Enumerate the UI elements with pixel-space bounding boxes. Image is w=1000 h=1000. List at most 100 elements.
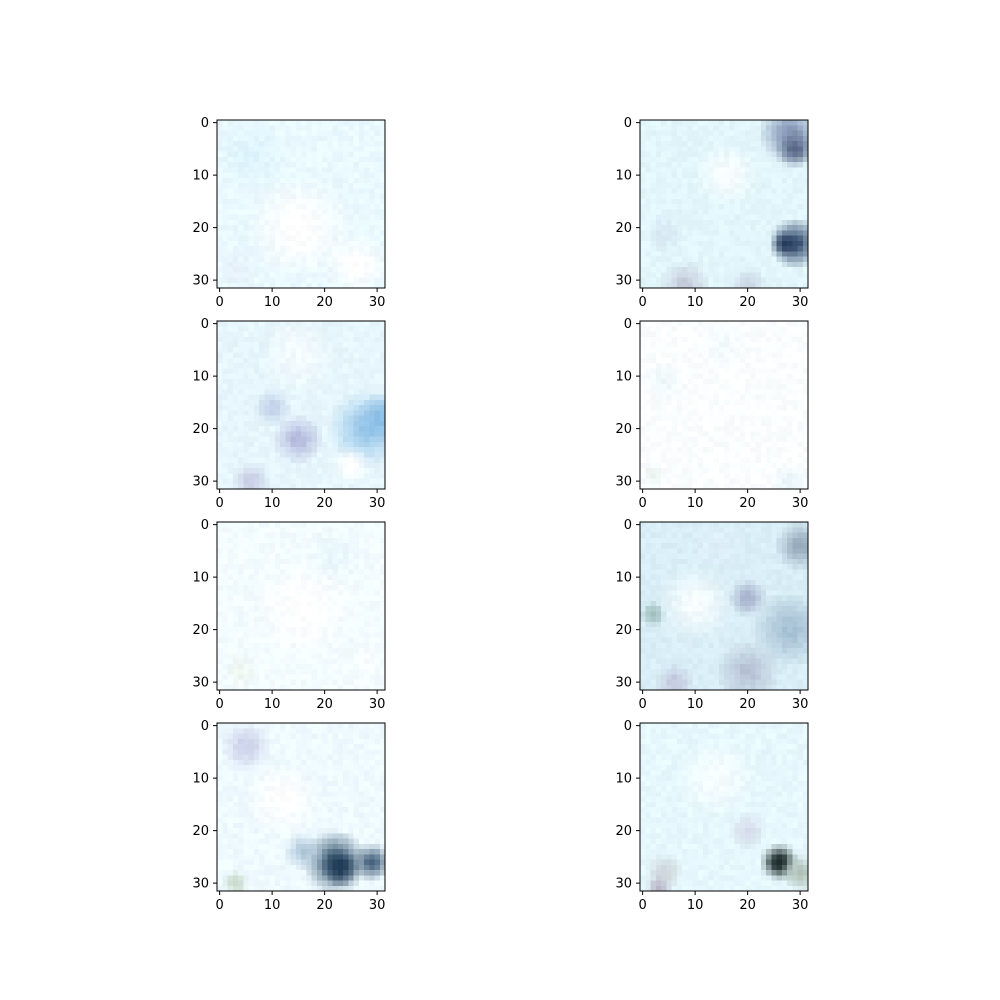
pixel bbox=[232, 543, 239, 549]
pixel bbox=[760, 326, 767, 332]
pixel bbox=[327, 193, 333, 200]
axes-frame bbox=[216, 320, 386, 490]
pixel bbox=[708, 368, 714, 374]
pixel bbox=[264, 621, 270, 628]
pixel bbox=[332, 399, 339, 406]
pixel bbox=[369, 537, 375, 544]
pixel bbox=[650, 473, 657, 479]
pixel bbox=[306, 452, 312, 458]
pixel bbox=[755, 162, 762, 168]
pixel bbox=[222, 135, 228, 142]
pixel bbox=[327, 447, 333, 453]
pixel bbox=[301, 436, 307, 443]
pixel bbox=[687, 410, 693, 416]
pixel bbox=[264, 130, 270, 137]
pixel bbox=[792, 246, 798, 252]
pixel bbox=[306, 246, 312, 252]
pixel bbox=[227, 352, 234, 359]
pixel bbox=[374, 543, 381, 549]
pixel bbox=[792, 336, 798, 343]
pixel bbox=[802, 246, 809, 252]
pixel bbox=[358, 130, 365, 137]
pixel bbox=[771, 267, 777, 273]
pixel bbox=[222, 532, 228, 539]
pixel bbox=[348, 410, 354, 416]
pixel bbox=[671, 225, 678, 231]
pixel bbox=[353, 426, 360, 432]
pixel bbox=[327, 198, 333, 205]
pixel bbox=[248, 193, 255, 200]
pixel bbox=[787, 389, 793, 395]
pixel bbox=[640, 120, 646, 126]
pixel bbox=[348, 522, 354, 528]
pixel bbox=[739, 162, 746, 168]
pixel bbox=[301, 415, 307, 422]
pixel bbox=[248, 462, 255, 469]
pixel bbox=[343, 230, 349, 236]
pixel bbox=[713, 363, 720, 369]
pixel bbox=[650, 342, 657, 348]
pixel bbox=[645, 219, 651, 226]
pixel bbox=[217, 219, 223, 226]
pixel bbox=[227, 357, 234, 364]
pixel bbox=[776, 177, 783, 184]
pixel bbox=[248, 256, 255, 263]
pixel bbox=[253, 616, 260, 623]
pixel bbox=[280, 125, 286, 131]
pixel bbox=[343, 120, 349, 126]
pixel bbox=[745, 441, 751, 448]
pixel bbox=[682, 468, 688, 474]
pixel bbox=[248, 420, 255, 427]
pixel bbox=[792, 415, 798, 422]
pixel bbox=[301, 532, 307, 539]
pixel bbox=[343, 627, 349, 633]
pixel bbox=[358, 637, 365, 644]
pixel bbox=[369, 399, 375, 406]
pixel bbox=[369, 209, 375, 215]
pixel bbox=[645, 389, 651, 395]
pixel bbox=[322, 167, 328, 173]
pixel bbox=[232, 246, 239, 252]
pixel bbox=[776, 342, 783, 348]
pixel bbox=[232, 183, 239, 189]
pixel bbox=[750, 256, 756, 263]
pixel bbox=[650, 172, 657, 179]
pixel bbox=[295, 261, 302, 268]
pixel bbox=[227, 219, 234, 226]
pixel bbox=[766, 120, 772, 126]
pixel bbox=[264, 141, 270, 147]
pixel bbox=[802, 214, 809, 221]
pixel bbox=[238, 235, 244, 242]
pixel bbox=[766, 235, 772, 242]
pixel bbox=[332, 235, 339, 242]
pixel bbox=[295, 473, 302, 479]
pixel bbox=[640, 399, 646, 406]
pixel bbox=[264, 632, 270, 638]
pixel bbox=[687, 462, 693, 469]
pixel bbox=[374, 272, 381, 278]
pixel bbox=[264, 384, 270, 390]
pixel bbox=[285, 621, 291, 628]
pixel bbox=[232, 522, 239, 528]
pixel bbox=[327, 282, 333, 289]
pixel bbox=[259, 198, 265, 205]
pixel bbox=[792, 277, 798, 284]
y-tick-label: 0 bbox=[201, 116, 209, 131]
pixel bbox=[797, 225, 804, 231]
pixel bbox=[227, 394, 234, 401]
pixel bbox=[306, 632, 312, 638]
pixel bbox=[238, 219, 244, 226]
pixel bbox=[750, 267, 756, 273]
pixel bbox=[343, 225, 349, 231]
pixel bbox=[787, 368, 793, 374]
pixel bbox=[687, 342, 693, 348]
pixel bbox=[343, 590, 349, 596]
pixel bbox=[227, 135, 234, 142]
pixel bbox=[290, 648, 297, 654]
pixel bbox=[316, 251, 323, 257]
pixel bbox=[253, 378, 260, 385]
pixel bbox=[379, 347, 386, 353]
pixel bbox=[655, 120, 662, 126]
pixel bbox=[253, 235, 260, 242]
pixel bbox=[750, 468, 756, 474]
